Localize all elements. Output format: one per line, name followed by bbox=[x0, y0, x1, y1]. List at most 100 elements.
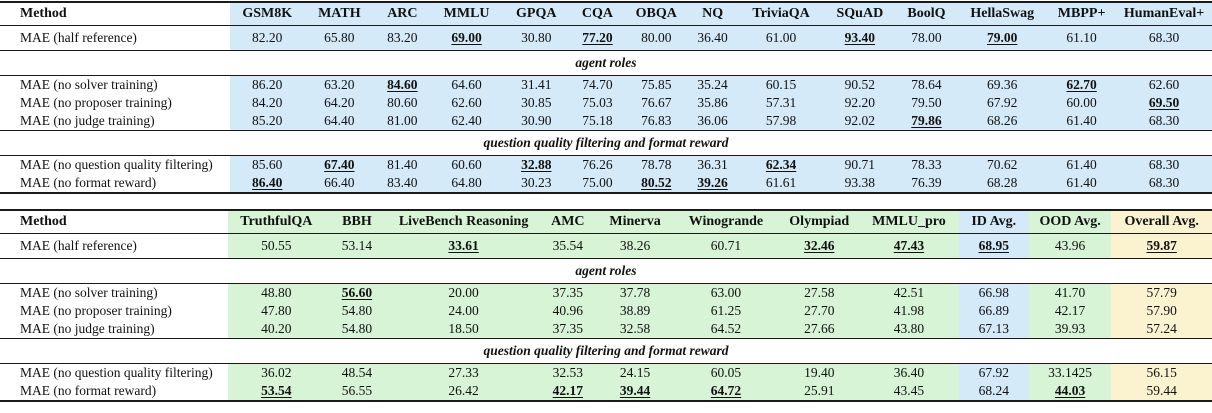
value-cell: 61.10 bbox=[1047, 25, 1117, 51]
value-cell: 79.50 bbox=[895, 94, 958, 112]
value-text: 30.23 bbox=[521, 175, 552, 190]
value-text: 50.55 bbox=[261, 238, 292, 253]
value-cell: 69.50 bbox=[1116, 94, 1212, 112]
column-header: MATH bbox=[304, 1, 375, 26]
value-text: 57.24 bbox=[1146, 321, 1177, 336]
column-header: TruthfulQA bbox=[227, 209, 325, 234]
value-text: 74.70 bbox=[582, 77, 613, 92]
value-cell: 78.78 bbox=[625, 155, 688, 174]
value-cell: 86.40 bbox=[230, 174, 305, 194]
value-text: 36.06 bbox=[697, 113, 728, 128]
value-cell: 40.96 bbox=[538, 302, 598, 320]
method-cell: MAE (no format reward) bbox=[0, 174, 231, 194]
value-cell: 57.79 bbox=[1111, 283, 1212, 302]
value-cell: 35.86 bbox=[687, 94, 739, 112]
value-cell: 93.38 bbox=[824, 174, 896, 194]
value-text: 40.96 bbox=[552, 303, 583, 318]
value-text: 53.14 bbox=[341, 238, 373, 253]
value-cell: 64.40 bbox=[304, 112, 375, 131]
column-header: AMC bbox=[538, 209, 598, 234]
value-text: 33.61 bbox=[448, 238, 479, 253]
value-text: 57.31 bbox=[765, 95, 797, 110]
value-cell: 30.80 bbox=[502, 25, 570, 51]
value-cell: 47.80 bbox=[227, 302, 325, 320]
value-cell: 67.92 bbox=[957, 94, 1048, 112]
value-cell: 43.96 bbox=[1028, 233, 1112, 259]
value-text: 18.50 bbox=[448, 321, 479, 336]
value-cell: 33.61 bbox=[389, 233, 539, 259]
value-text: 61.61 bbox=[765, 175, 797, 190]
value-text: 76.83 bbox=[641, 113, 672, 128]
value-text: 56.15 bbox=[1146, 365, 1177, 380]
value-text: 67.92 bbox=[978, 365, 1009, 380]
column-header: NQ bbox=[687, 1, 739, 26]
value-text: 53.54 bbox=[261, 383, 292, 398]
value-cell: 54.80 bbox=[324, 302, 390, 320]
method-cell: MAE (no format reward) bbox=[0, 382, 228, 402]
value-text: 60.71 bbox=[710, 238, 742, 253]
value-text: 43.45 bbox=[893, 383, 925, 398]
value-cell: 84.60 bbox=[374, 75, 431, 94]
method-cell: MAE (no judge training) bbox=[0, 320, 228, 339]
value-cell: 77.20 bbox=[569, 25, 626, 51]
value-text: 41.70 bbox=[1054, 285, 1086, 300]
value-cell: 41.70 bbox=[1028, 283, 1112, 302]
method-cell: MAE (no proposer training) bbox=[0, 302, 228, 320]
value-cell: 39.44 bbox=[597, 382, 673, 402]
section-row: agent roles bbox=[0, 50, 1212, 76]
value-text: 82.20 bbox=[252, 30, 283, 45]
value-text: 86.40 bbox=[252, 175, 283, 190]
value-text: 69.50 bbox=[1148, 95, 1180, 110]
value-text: 68.26 bbox=[987, 113, 1018, 128]
value-text: 66.40 bbox=[324, 175, 355, 190]
table-row: MAE (half reference) 50.55 53.14 33.61 35.54… bbox=[0, 233, 1212, 259]
value-text: 66.89 bbox=[978, 303, 1009, 318]
section-title: question quality filtering and format re… bbox=[0, 130, 1212, 156]
section-title: agent roles bbox=[0, 258, 1212, 284]
value-text: 90.71 bbox=[844, 157, 876, 172]
value-cell: 69.36 bbox=[957, 75, 1048, 94]
value-text: 79.00 bbox=[987, 30, 1018, 45]
value-text: 61.00 bbox=[765, 30, 797, 45]
value-cell: 44.03 bbox=[1028, 382, 1112, 402]
value-text: 63.00 bbox=[710, 285, 742, 300]
value-cell: 93.40 bbox=[824, 25, 896, 51]
value-text: 36.02 bbox=[261, 365, 292, 380]
value-text: 68.30 bbox=[1148, 157, 1180, 172]
column-header: TriviaQA bbox=[738, 1, 825, 26]
table-row: MAE (no format reward) 86.40 66.40 83.40 64.… bbox=[0, 174, 1212, 194]
value-text: 61.10 bbox=[1066, 30, 1097, 45]
value-cell: 78.64 bbox=[895, 75, 958, 94]
value-text: 83.40 bbox=[387, 175, 418, 190]
column-header: Minerva bbox=[597, 209, 673, 234]
table-row: MAE (no proposer training) 84.20 64.20 80.6… bbox=[0, 94, 1212, 112]
method-cell: MAE (half reference) bbox=[0, 233, 228, 259]
table-row: MAE (no proposer training) 47.80 54.80 24.0… bbox=[0, 302, 1212, 320]
value-text: 41.98 bbox=[893, 303, 925, 318]
value-cell: 60.15 bbox=[738, 75, 825, 94]
value-cell: 32.58 bbox=[597, 320, 673, 339]
value-cell: 75.03 bbox=[569, 94, 626, 112]
value-text: 44.03 bbox=[1054, 383, 1086, 398]
value-text: 43.96 bbox=[1054, 238, 1086, 253]
value-text: 64.20 bbox=[324, 95, 355, 110]
value-cell: 36.06 bbox=[687, 112, 739, 131]
value-cell: 61.00 bbox=[738, 25, 825, 51]
value-cell: 50.55 bbox=[227, 233, 325, 259]
value-text: 36.40 bbox=[697, 30, 728, 45]
value-cell: 38.26 bbox=[597, 233, 673, 259]
value-cell: 60.00 bbox=[1047, 94, 1117, 112]
value-text: 69.36 bbox=[987, 77, 1018, 92]
value-cell: 90.71 bbox=[824, 155, 896, 174]
column-header: HumanEval+ bbox=[1116, 1, 1212, 26]
value-text: 38.89 bbox=[619, 303, 651, 318]
value-text: 42.51 bbox=[893, 285, 925, 300]
section-row: question quality filtering and format re… bbox=[0, 338, 1212, 364]
value-cell: 61.40 bbox=[1047, 112, 1117, 131]
value-cell: 57.98 bbox=[738, 112, 825, 131]
value-cell: 47.43 bbox=[859, 233, 959, 259]
value-text: 30.90 bbox=[521, 113, 552, 128]
value-text: 66.98 bbox=[978, 285, 1009, 300]
value-cell: 68.28 bbox=[957, 174, 1048, 194]
